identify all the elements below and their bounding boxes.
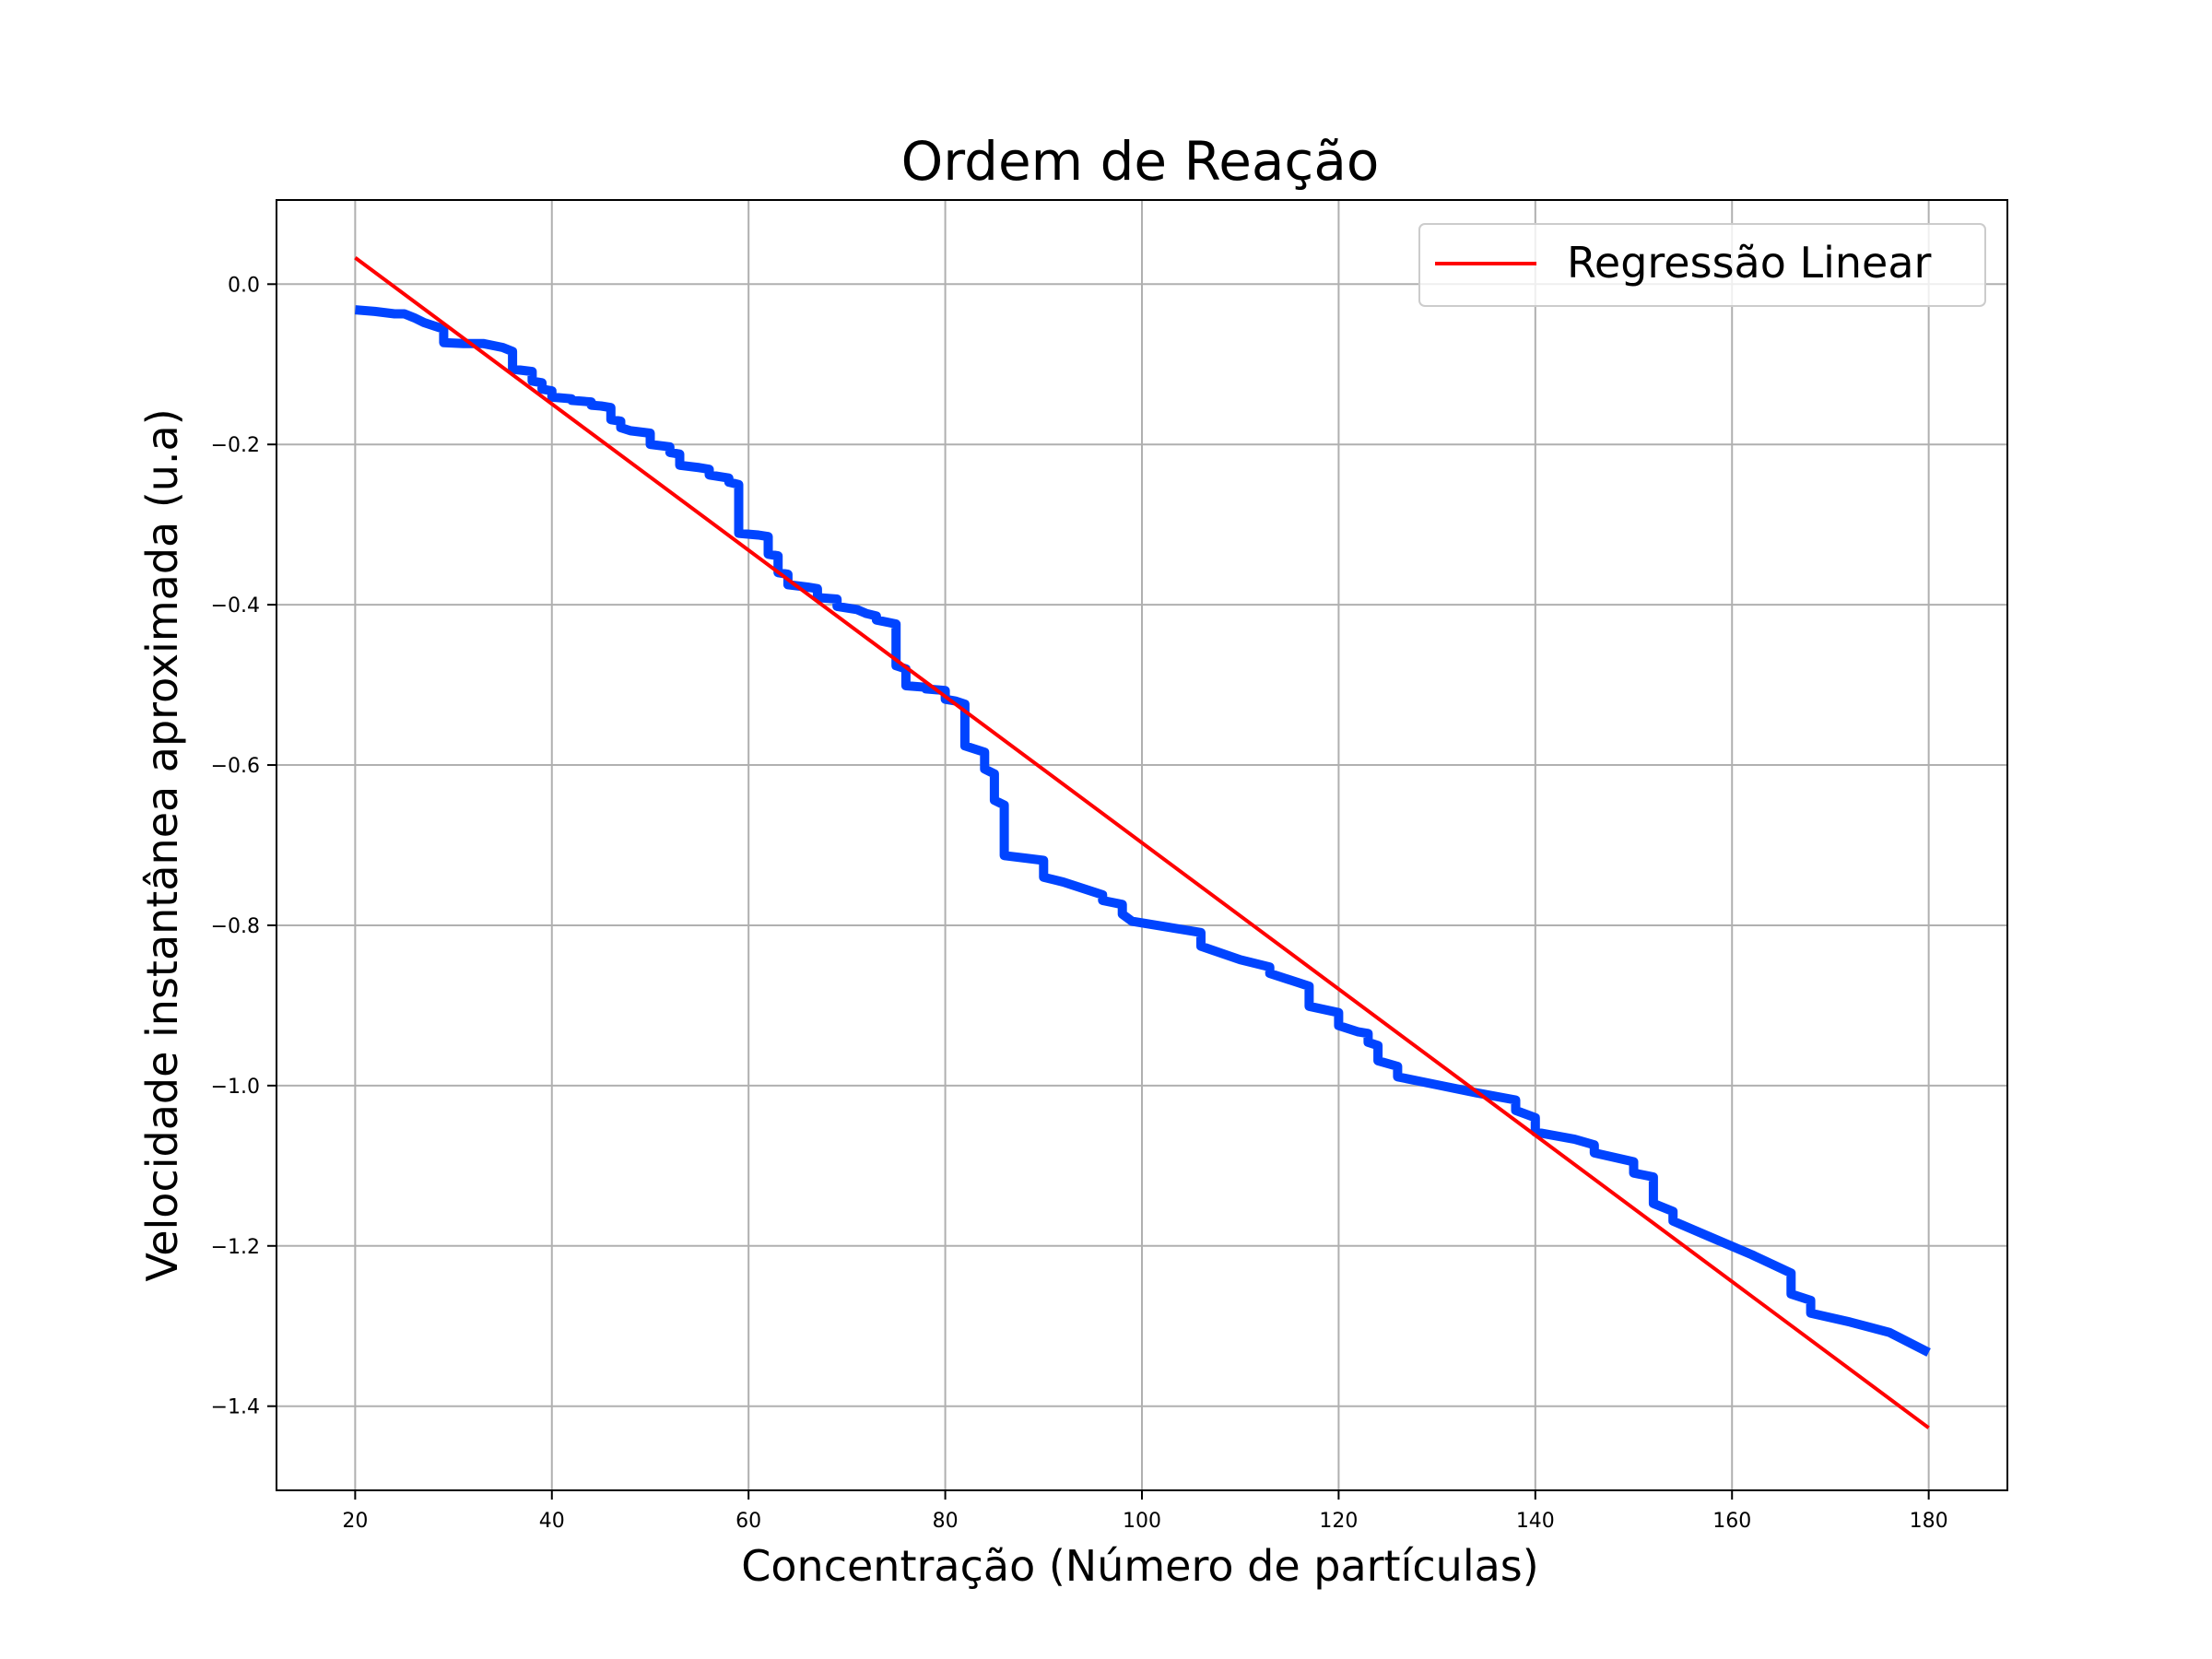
y-axis-label: Velocidade instantânea aproximada (u.a)	[137, 408, 187, 1281]
y-tick-label: −0.6	[211, 755, 260, 778]
x-tick-label: 180	[1910, 1510, 1948, 1533]
x-tick-label: 20	[342, 1510, 368, 1533]
x-tick-label: 160	[1712, 1510, 1751, 1533]
x-tick-label: 60	[735, 1510, 761, 1533]
y-axis: 0.0 −0.2 −0.4 −0.6 −0.8 −1.0 −1.2 −1.4	[211, 274, 276, 1419]
series-line-data	[354, 305, 1931, 1357]
legend-box	[1418, 223, 1986, 307]
y-tick-label: −0.4	[211, 594, 260, 618]
y-tick-label: −1.0	[211, 1076, 260, 1099]
x-axis: 20 40 60 80 100 120 140 160 180	[342, 1490, 1948, 1533]
x-tick-label: 140	[1516, 1510, 1555, 1533]
x-tick-label: 100	[1123, 1510, 1161, 1533]
y-tick-label: 0.0	[228, 274, 260, 297]
y-tick-label: −1.2	[211, 1236, 260, 1259]
legend-label-regression: Regressão Linear	[1567, 238, 1932, 288]
y-tick-label: −1.4	[211, 1396, 260, 1419]
x-tick-label: 80	[933, 1510, 959, 1533]
y-tick-label: −0.8	[211, 915, 260, 938]
y-tick-label: −0.2	[211, 434, 260, 457]
series-layer	[354, 255, 1931, 1430]
x-axis-label: Concentração (Número de partículas)	[741, 1541, 1538, 1591]
x-tick-label: 120	[1319, 1510, 1358, 1533]
legend: Regressão Linear	[1418, 223, 1986, 307]
grid	[276, 200, 2007, 1490]
series-line-regression	[354, 255, 1930, 1430]
chart-title: Ordem de Reação	[901, 130, 1380, 193]
x-tick-label: 40	[539, 1510, 565, 1533]
